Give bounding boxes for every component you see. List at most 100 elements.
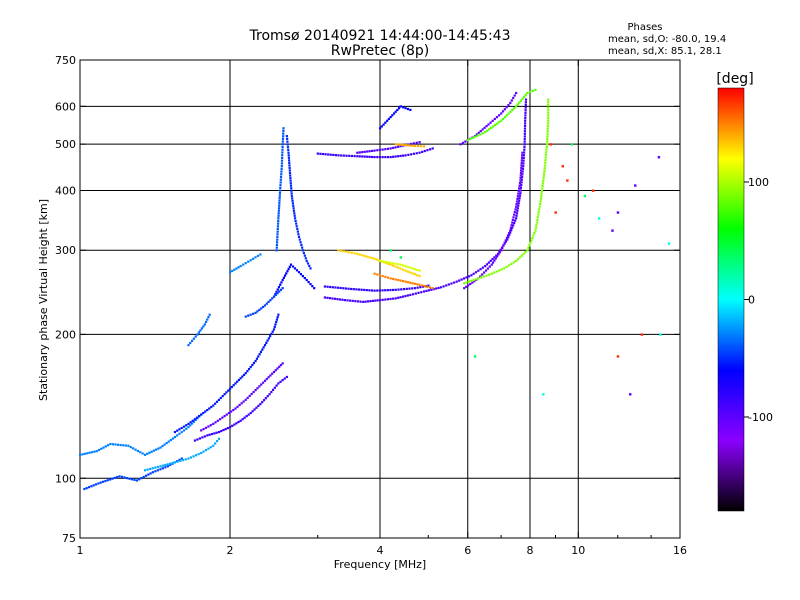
data-point <box>519 186 523 189</box>
data-point <box>212 444 215 447</box>
data-point <box>313 287 316 290</box>
data-point <box>366 255 369 258</box>
data-point <box>479 276 483 279</box>
data-point <box>462 277 466 280</box>
data-point <box>392 112 396 115</box>
data-point <box>471 281 474 284</box>
data-point <box>510 99 513 102</box>
data-point <box>543 164 547 167</box>
data-point <box>235 422 238 425</box>
data-point <box>300 243 303 247</box>
data-point <box>427 289 430 292</box>
data-point <box>230 410 233 413</box>
data-point <box>521 175 524 179</box>
data-point <box>212 404 215 407</box>
data-point <box>421 285 425 288</box>
data-point <box>520 181 523 184</box>
data-point <box>232 384 235 387</box>
chart-subtitle: RwPretec (8p) <box>331 43 429 59</box>
data-point <box>273 325 276 329</box>
data-point <box>245 415 248 418</box>
data-point <box>345 154 348 157</box>
data-point <box>539 197 543 200</box>
data-point <box>278 365 281 368</box>
data-point <box>373 257 376 260</box>
data-point <box>305 259 308 263</box>
x-tick-label: 16 <box>673 544 687 557</box>
data-point <box>399 267 402 270</box>
data-point <box>518 181 522 185</box>
data-point <box>530 239 533 242</box>
data-point <box>413 287 417 290</box>
data-point <box>246 396 249 399</box>
data-point <box>252 361 256 365</box>
data-point <box>397 145 400 148</box>
data-point <box>308 264 311 268</box>
data-point <box>545 143 549 146</box>
data-point <box>286 146 290 149</box>
data-point <box>517 192 520 195</box>
data-point <box>431 287 434 290</box>
data-point <box>267 300 270 304</box>
data-point <box>216 419 219 422</box>
data-point <box>471 136 474 139</box>
data-point <box>269 299 272 302</box>
data-point <box>361 254 364 257</box>
data-point <box>516 197 519 200</box>
data-point <box>141 452 144 455</box>
data-point <box>380 125 383 128</box>
data-point <box>512 216 515 219</box>
data-point <box>516 207 519 210</box>
data-point <box>505 265 508 268</box>
data-point <box>270 332 273 335</box>
data-point <box>280 170 283 173</box>
data-point <box>382 261 385 264</box>
data-point <box>523 127 527 130</box>
data-point <box>256 387 259 390</box>
data-point <box>420 291 423 294</box>
data-point <box>203 323 206 326</box>
data-point <box>169 438 172 442</box>
data-point <box>247 368 251 371</box>
data-point <box>469 137 472 141</box>
data-point <box>274 293 277 297</box>
data-point <box>389 263 392 266</box>
data-point <box>378 156 382 159</box>
data-point <box>254 311 257 314</box>
data-point <box>521 151 524 154</box>
data-point <box>411 282 414 285</box>
x-tick-label: 2 <box>227 544 234 557</box>
data-point <box>500 249 503 252</box>
data-point <box>547 101 550 104</box>
data-point <box>501 117 505 121</box>
data-point <box>281 278 284 282</box>
data-point <box>221 416 224 419</box>
data-point <box>292 207 295 210</box>
data-point <box>226 427 229 430</box>
data-point <box>381 260 384 263</box>
data-point <box>276 222 280 225</box>
data-point <box>392 297 395 300</box>
data-point <box>280 167 283 170</box>
data-point <box>142 475 145 479</box>
data-point <box>505 114 508 117</box>
data-point <box>159 465 162 468</box>
data-point <box>524 250 527 254</box>
data-point <box>256 254 260 258</box>
data-point <box>265 377 268 381</box>
data-point <box>286 270 289 273</box>
data-point <box>522 252 525 255</box>
data-point <box>521 167 525 170</box>
data-point <box>477 277 480 280</box>
data-point <box>279 364 283 367</box>
data-point <box>296 227 299 231</box>
data-point <box>513 221 516 225</box>
data-point <box>203 435 206 438</box>
data-point <box>275 241 279 244</box>
data-point <box>344 287 348 290</box>
data-point <box>122 444 125 447</box>
data-point <box>287 148 290 152</box>
data-point <box>364 300 367 303</box>
data-point <box>192 420 196 423</box>
data-point <box>138 478 141 481</box>
